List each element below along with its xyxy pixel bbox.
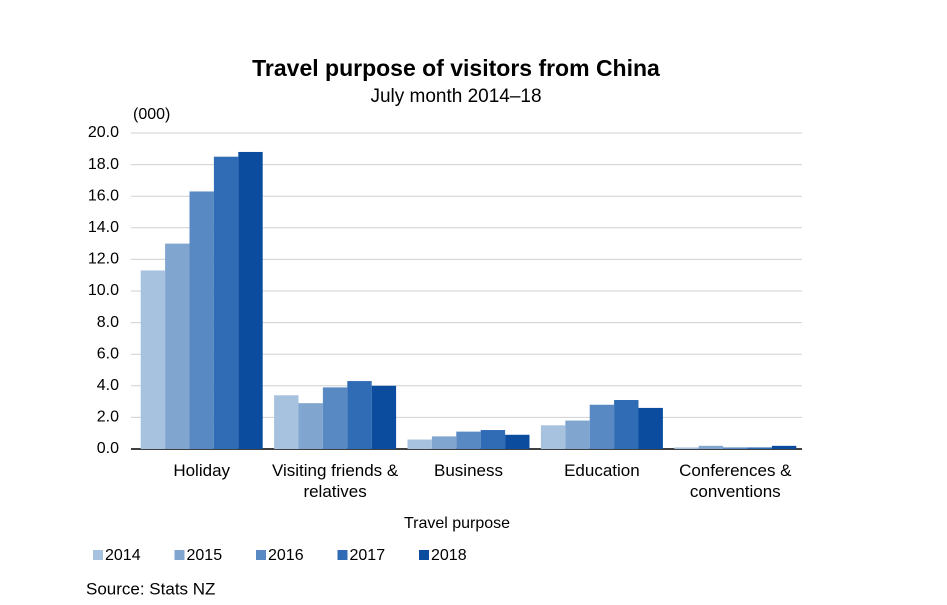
legend-swatch: [174, 550, 185, 560]
bar: [614, 400, 639, 449]
chart-title: Travel purpose of visitors from China: [252, 55, 660, 81]
legend-swatch: [93, 550, 103, 560]
y-axis-label: (000): [133, 106, 170, 123]
x-tick-label: Education: [564, 461, 640, 480]
x-tick-label: Visiting friends & relatives: [271, 461, 399, 501]
bar: [347, 381, 372, 449]
y-tick-label: 14.0: [88, 219, 119, 236]
y-tick-label: 4.0: [97, 377, 119, 394]
y-tick-label: 12.0: [88, 251, 119, 268]
legend-swatch: [256, 550, 266, 560]
bar: [213, 156, 239, 449]
bar: [771, 445, 797, 449]
bar: [189, 191, 214, 449]
y-tick-label: 16.0: [88, 187, 119, 204]
y-tick-label: 8.0: [97, 314, 119, 331]
legend-swatch: [419, 550, 429, 560]
bar: [371, 385, 397, 449]
legend-label: 2014: [105, 547, 141, 564]
bar: [674, 447, 699, 449]
x-tick-label: Conferences & conventions: [679, 461, 792, 501]
y-tick-label: 6.0: [97, 345, 119, 362]
y-tick-label: 2.0: [97, 409, 119, 426]
legend-label: 2015: [187, 547, 223, 564]
bar: [505, 434, 530, 449]
bar: [165, 243, 190, 449]
legend-label: 2017: [350, 547, 386, 564]
bar: [140, 270, 166, 449]
source-note: Source: Stats NZ: [86, 579, 215, 598]
bar: [431, 436, 457, 449]
bar: [723, 447, 748, 449]
bar: [322, 387, 348, 449]
bar: [540, 425, 566, 449]
bar: [274, 395, 299, 449]
bar: [238, 151, 263, 449]
bar: [407, 439, 432, 449]
bar: [456, 431, 481, 449]
legend-label: 2018: [431, 547, 467, 564]
x-tick-label: Business: [434, 461, 503, 480]
bar: [565, 420, 590, 449]
legend-swatch: [337, 550, 348, 560]
chart-subtitle: July month 2014–18: [370, 86, 541, 107]
y-tick-label: 20.0: [88, 124, 119, 141]
bar: [698, 445, 724, 449]
bar: [480, 430, 506, 449]
bar: [638, 407, 663, 449]
y-tick-label: 10.0: [88, 282, 119, 299]
x-tick-label: Holiday: [173, 461, 231, 480]
legend-label: 2016: [268, 547, 304, 564]
bar: [298, 403, 323, 449]
y-tick-label: 0.0: [97, 440, 119, 457]
y-tick-label: 18.0: [88, 156, 119, 173]
x-axis-label: Travel purpose: [404, 515, 510, 532]
bar: [589, 404, 615, 449]
bar: [747, 447, 772, 449]
